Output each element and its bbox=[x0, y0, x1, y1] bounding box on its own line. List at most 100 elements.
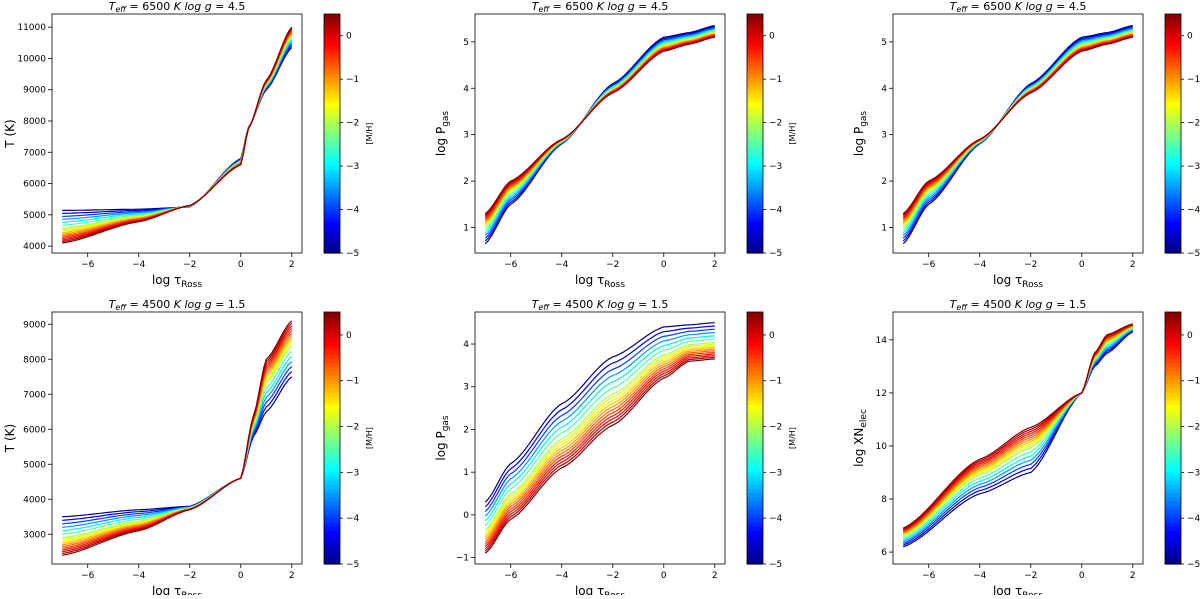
colorbar-segment bbox=[747, 522, 763, 527]
x-tick-label: 0 bbox=[661, 571, 667, 581]
series-line-mh-0.5 bbox=[484, 358, 715, 554]
y-tick-label: 7000 bbox=[23, 390, 46, 400]
panel-title: Teff = 4500 K log g = 1.5 bbox=[532, 298, 669, 312]
x-tick-label: 0 bbox=[238, 571, 244, 581]
y-tick-label: 8000 bbox=[23, 355, 46, 365]
colorbar-segment bbox=[324, 324, 340, 330]
colorbar-segment bbox=[324, 433, 340, 439]
colorbar-segment bbox=[324, 49, 340, 55]
colorbar-segment bbox=[324, 484, 340, 489]
colorbar-segment bbox=[1165, 77, 1181, 83]
colorbar-segment bbox=[1165, 221, 1181, 226]
colorbar-segment bbox=[1165, 522, 1181, 527]
colorbar-segment bbox=[747, 312, 763, 317]
colorbar-segment bbox=[747, 225, 763, 230]
series-line-mh-0.5 bbox=[62, 320, 293, 556]
colorbar-segment bbox=[324, 33, 340, 39]
colorbar-segment bbox=[747, 37, 763, 43]
colorbar-segment bbox=[1165, 61, 1181, 67]
colorbar-segment bbox=[747, 442, 763, 447]
colorbar-segment bbox=[747, 324, 763, 330]
colorbar-tick-label: −3 bbox=[1187, 162, 1200, 172]
panel-top-middle: Teff = 6500 K log g = 4.5 −6 −4 −2 0 2 1 2 3 4 5 lo… bbox=[434, 0, 797, 290]
colorbar-tick-label: −2 bbox=[1187, 119, 1200, 129]
colorbar-segment bbox=[1165, 133, 1181, 139]
series-line-mh--4.5 bbox=[484, 26, 715, 242]
series-line-mh--2 bbox=[484, 31, 715, 228]
series-group bbox=[62, 320, 293, 556]
colorbar-segment bbox=[1165, 534, 1181, 540]
colorbar-segment bbox=[1165, 484, 1181, 489]
series-line-mh--0.5 bbox=[484, 351, 715, 545]
y-tick-label: 3 bbox=[881, 131, 887, 141]
colorbar-segment bbox=[1165, 450, 1181, 456]
colorbar-segment bbox=[747, 41, 763, 47]
series-line-mh--4.5 bbox=[62, 371, 293, 521]
colorbar-segment bbox=[324, 530, 340, 536]
x-tick-label: 2 bbox=[289, 260, 295, 270]
colorbar-segment bbox=[324, 97, 340, 103]
series-line-mh--5 bbox=[484, 322, 715, 503]
colorbar-segment bbox=[1165, 213, 1181, 218]
x-tick-label: 0 bbox=[1079, 260, 1085, 270]
colorbar-segment bbox=[324, 41, 340, 47]
colorbar-segment bbox=[324, 133, 340, 139]
colorbar: 0−1−2−3−4−5[M/H] bbox=[1164, 311, 1200, 570]
colorbar-segment bbox=[1165, 454, 1181, 460]
colorbar-segment bbox=[324, 173, 340, 178]
plot-frame bbox=[51, 311, 303, 565]
colorbar-segment bbox=[747, 161, 763, 166]
series-line-mh--0.75 bbox=[62, 31, 293, 237]
x-tick-label: −6 bbox=[922, 571, 936, 581]
colorbar-segment bbox=[747, 213, 763, 218]
colorbar-segment bbox=[1165, 37, 1181, 43]
y-tick-label: 10 bbox=[876, 442, 888, 452]
colorbar-segment bbox=[324, 89, 340, 95]
colorbar-segment bbox=[1165, 471, 1181, 477]
x-axis-label: log τRoss bbox=[152, 584, 202, 595]
colorbar-segment bbox=[747, 450, 763, 456]
y-axis-label: log Pgas bbox=[434, 415, 451, 461]
colorbar-segment bbox=[324, 341, 340, 347]
colorbar-segment bbox=[324, 543, 340, 548]
colorbar-segment bbox=[747, 209, 763, 214]
colorbar-segment bbox=[324, 421, 340, 426]
colorbar-segment bbox=[747, 97, 763, 103]
y-tick-label: 8000 bbox=[23, 117, 46, 127]
colorbar-segment bbox=[324, 555, 340, 561]
colorbar-segment bbox=[1165, 249, 1181, 254]
colorbar-tick-label: 0 bbox=[769, 32, 775, 42]
colorbar-segment bbox=[1165, 145, 1181, 151]
colorbar-segment bbox=[747, 181, 763, 186]
colorbar-segment bbox=[1165, 345, 1181, 351]
x-tick-label: −4 bbox=[973, 260, 987, 270]
series-line-mh--1.25 bbox=[62, 33, 293, 234]
colorbar-segment bbox=[1165, 197, 1181, 202]
x-tick-label: 2 bbox=[1130, 571, 1136, 581]
colorbar-segment bbox=[324, 225, 340, 230]
colorbar-segment bbox=[324, 345, 340, 351]
series-line-mh--1 bbox=[62, 32, 293, 235]
colorbar-segment bbox=[324, 45, 340, 51]
y-tick-label: 3000 bbox=[23, 530, 46, 540]
series-group bbox=[484, 25, 715, 245]
colorbar-segment bbox=[747, 480, 763, 485]
colorbar-segment bbox=[747, 320, 763, 326]
colorbar-segment bbox=[747, 345, 763, 351]
colorbar: 0−1−2−3−4−5[M/H] bbox=[323, 13, 374, 259]
colorbar-segment bbox=[747, 165, 763, 170]
colorbar-segment bbox=[324, 117, 340, 123]
colorbar-segment bbox=[747, 193, 763, 198]
colorbar-segment bbox=[324, 77, 340, 83]
y-tick-label: 8 bbox=[881, 495, 887, 505]
colorbar-segment bbox=[1165, 383, 1181, 389]
plot-frame bbox=[474, 13, 726, 254]
series-line-mh--0.25 bbox=[484, 353, 715, 547]
x-tick-label: −4 bbox=[973, 571, 987, 581]
colorbar-segment bbox=[324, 153, 340, 158]
x-tick-label: −2 bbox=[606, 571, 619, 581]
colorbar-segment bbox=[1165, 41, 1181, 47]
colorbar-segment bbox=[324, 475, 340, 481]
colorbar-segment bbox=[1165, 446, 1181, 452]
